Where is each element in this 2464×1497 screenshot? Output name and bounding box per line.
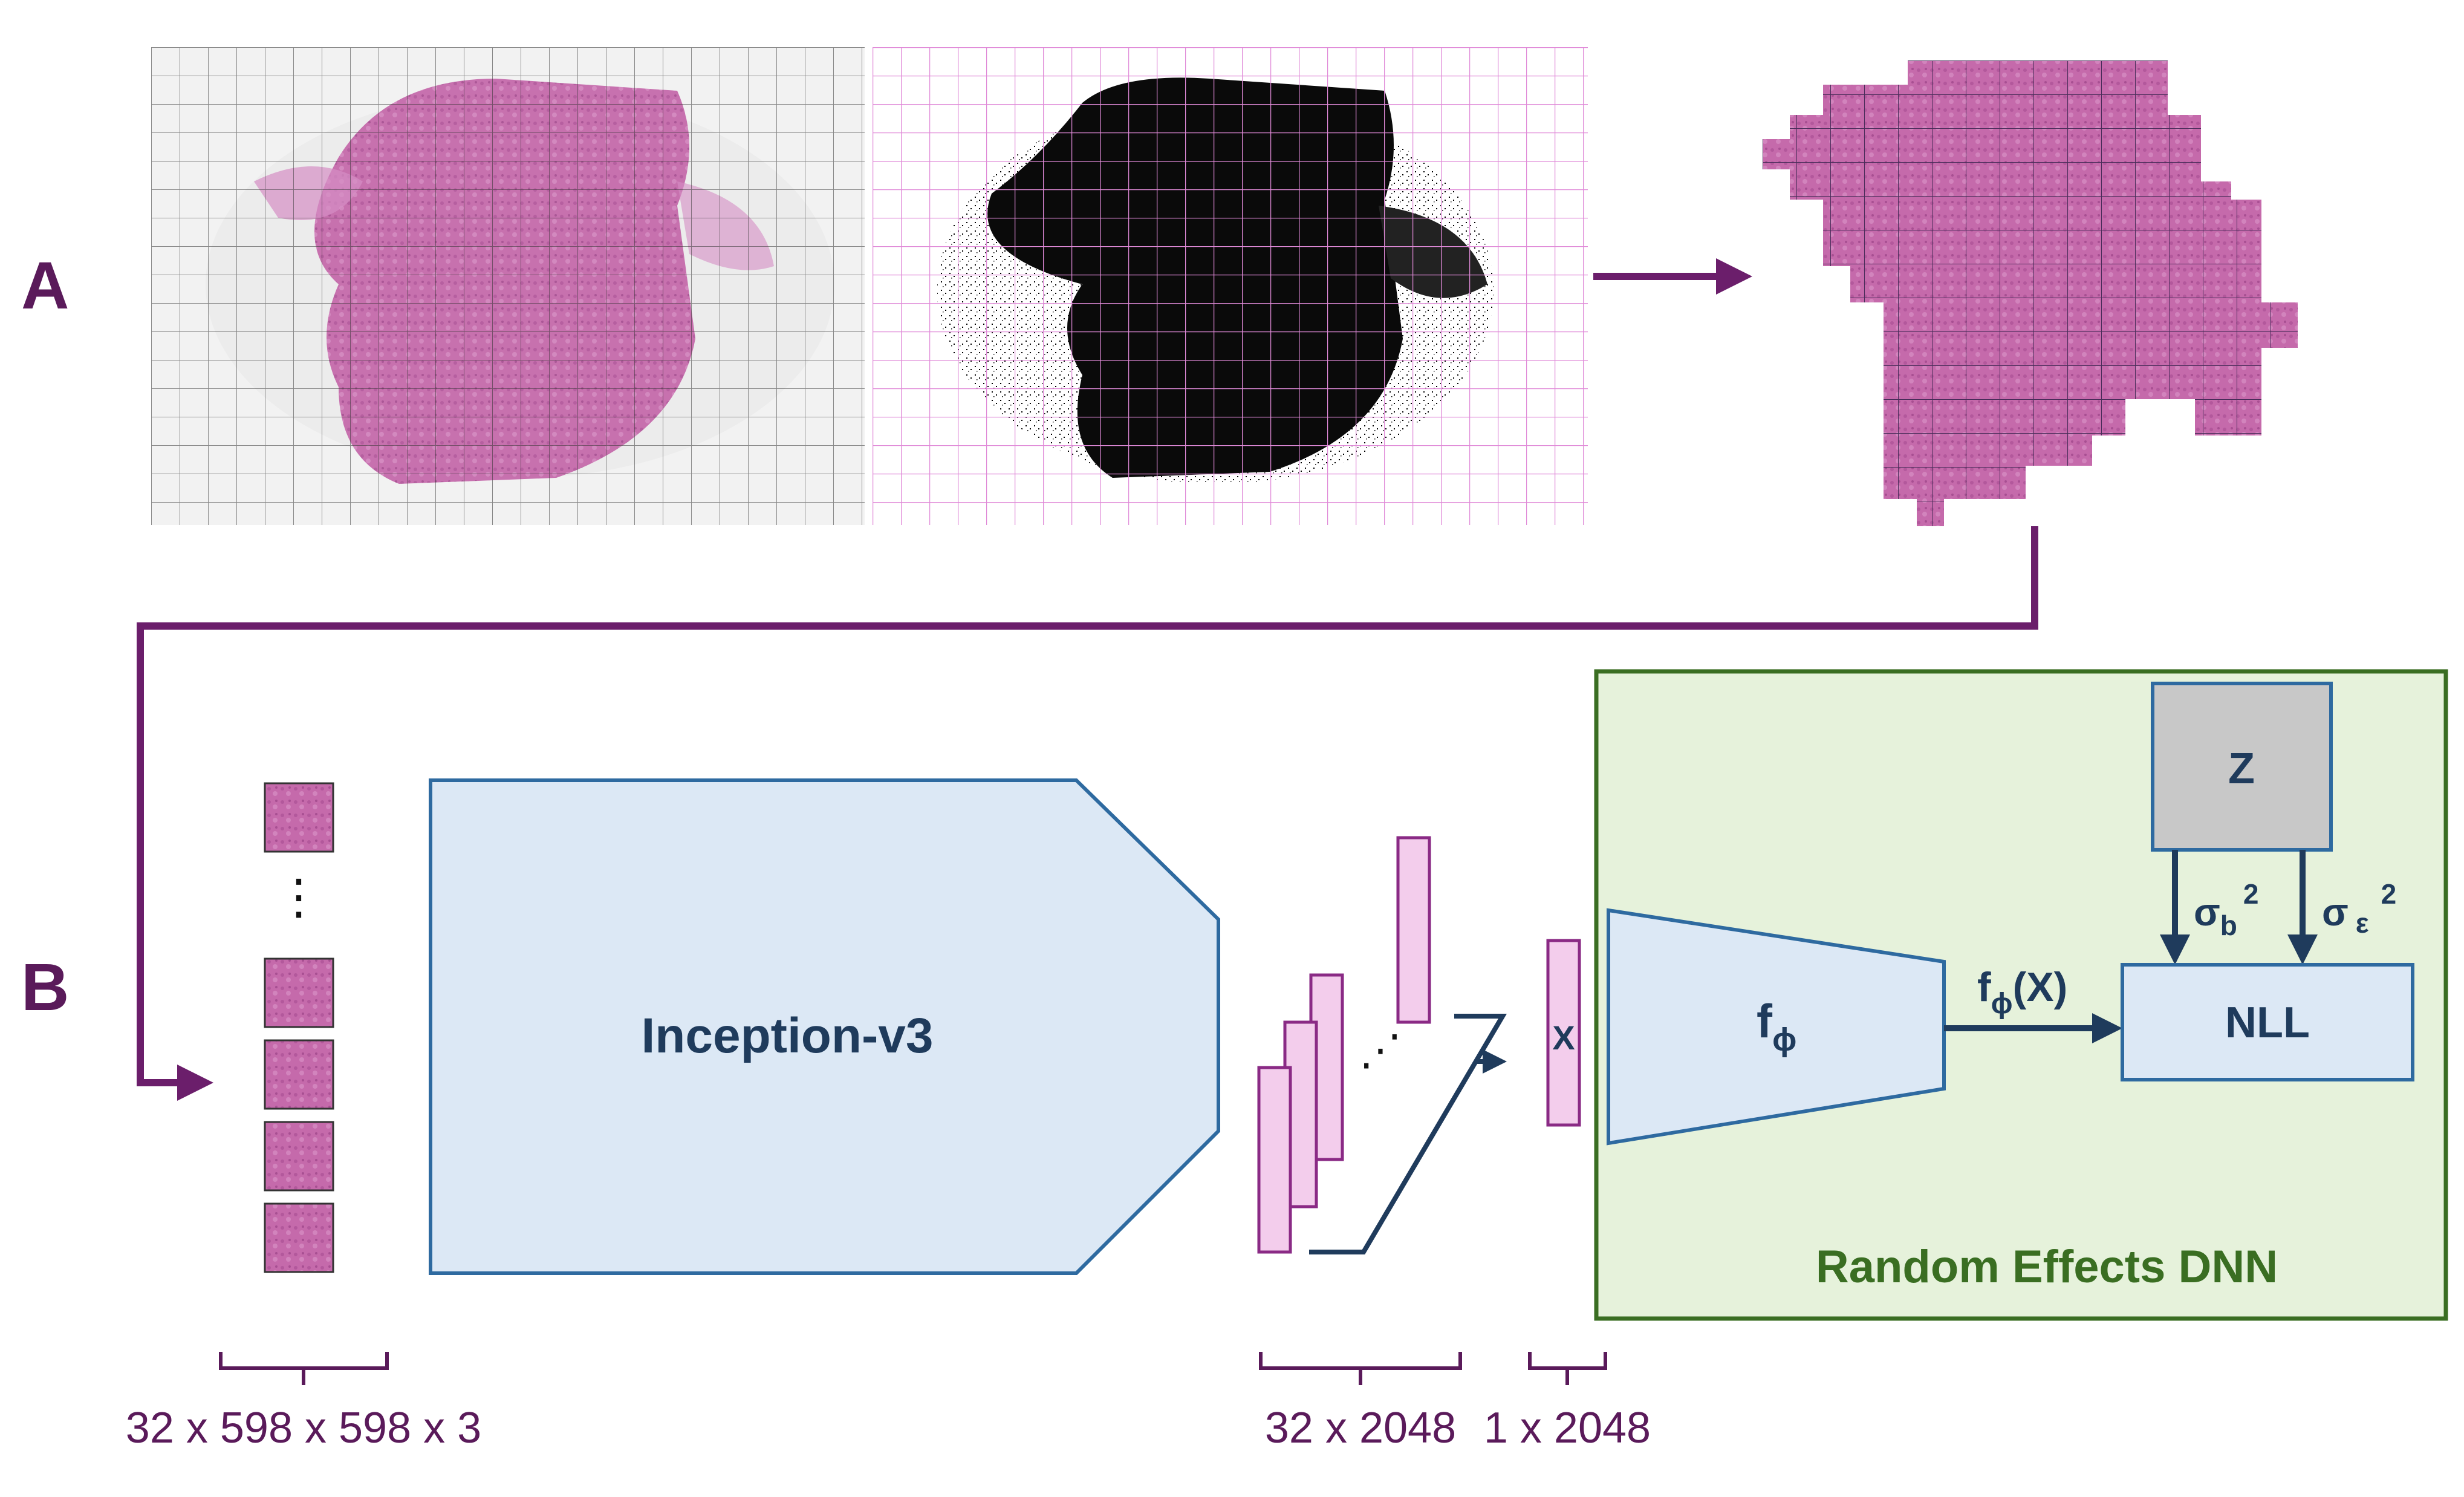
network-block (1607, 908, 1946, 1146)
tissue-mask-image (873, 47, 1588, 525)
tile (264, 1202, 334, 1273)
brace-features (1259, 1352, 1462, 1385)
selected-tiles-image (1763, 60, 2298, 526)
tile (264, 1039, 334, 1110)
sigma-b-main: σ (2194, 890, 2220, 934)
inception-label: Inception-v3 (642, 1008, 934, 1063)
dim-label-pooled: 1 x 2048 (1484, 1404, 1651, 1452)
x-vector (1546, 939, 1581, 1127)
sigma-b-sup: 2 (2243, 878, 2259, 910)
vertical-ellipsis: ⋮ (275, 869, 323, 925)
nll-label: NLL (2225, 999, 2310, 1047)
z-label: Z (2228, 745, 2255, 793)
z-box (2151, 682, 2333, 852)
brace-pooled (1528, 1352, 1607, 1385)
network-label: fϕ (1757, 994, 1796, 1058)
feature-stack: ⋰ (1257, 836, 1431, 1254)
sigma-b-label: σb2 (2194, 878, 2258, 941)
tile (264, 957, 334, 1028)
sigma-e-main: σ (2322, 890, 2349, 934)
inception-block (429, 778, 1220, 1275)
whole-slide-image (151, 47, 865, 525)
panel-label-a: A (21, 249, 69, 323)
feature-vector (1257, 1066, 1292, 1254)
dim-label-tiles: 32 x 598 x 598 x 3 (126, 1404, 481, 1452)
pooling-arrow (1309, 1014, 1503, 1254)
brace-tiles (219, 1352, 389, 1385)
random-effects-title: Random Effects DNN (1816, 1241, 2278, 1293)
output-label-sub: ϕ (1991, 988, 2013, 1020)
sigma-e-sub: ε (2356, 907, 2369, 939)
x-vector-label: X (1552, 1019, 1575, 1057)
sigma-e-label: σ ε2 (2322, 878, 2396, 939)
sigma-e-sup: 2 (2381, 878, 2397, 910)
output-label-main: f (1977, 964, 1991, 1010)
panel-label-b: B (21, 950, 69, 1025)
network-label-main: f (1757, 994, 1773, 1048)
diagonal-ellipsis: ⋰ (1359, 1025, 1402, 1075)
feature-vector (1396, 836, 1431, 1024)
tile-stack: ⋮ (264, 782, 334, 1273)
output-label-suffix: (X) (2013, 964, 2068, 1010)
output-label: fϕ(X) (1977, 964, 2067, 1020)
sigma-b-sub: b (2220, 910, 2237, 941)
dim-label-features: 32 x 2048 (1265, 1404, 1456, 1452)
tile (264, 1121, 334, 1192)
connector-arrow (137, 526, 2038, 1101)
tile (264, 782, 334, 853)
nll-box (2121, 963, 2414, 1081)
network-label-sub: ϕ (1772, 1022, 1796, 1058)
